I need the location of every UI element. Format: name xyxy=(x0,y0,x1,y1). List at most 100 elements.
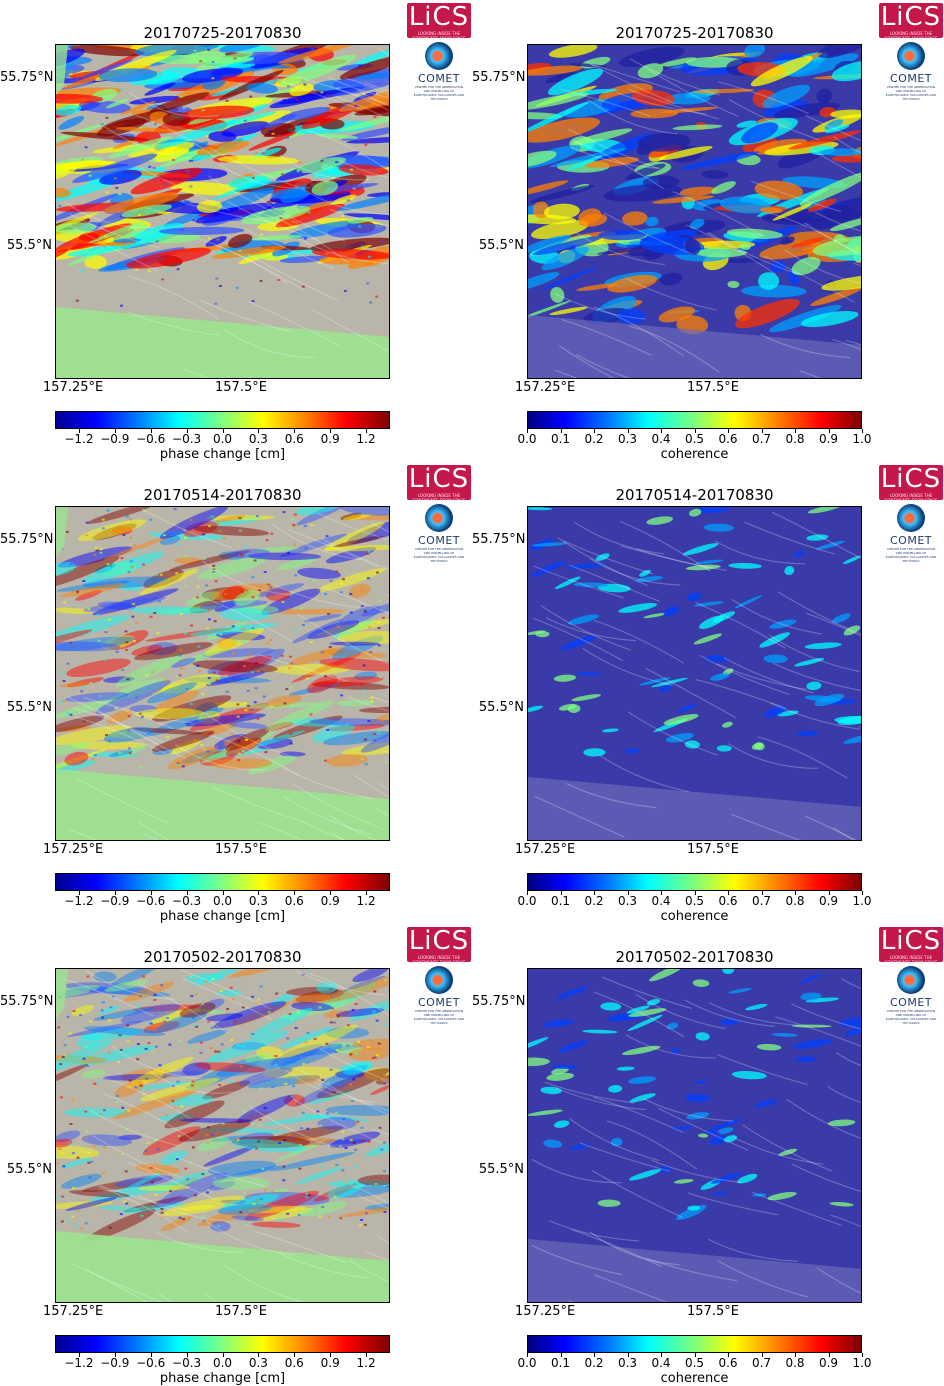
colorbar-tick xyxy=(761,891,763,895)
colorbar-tick-label: 0.3 xyxy=(248,1356,268,1370)
colorbar-tick-label: −0.6 xyxy=(136,432,166,446)
colorbar-tick xyxy=(294,1353,296,1357)
colorbar-label: phase change [cm] xyxy=(159,1371,286,1386)
colorbar-tick xyxy=(366,891,368,895)
comet-logo: COMET CENTRE FOR THE OBSERVATION AND MODE… xyxy=(884,42,938,101)
colorbar-tick xyxy=(761,429,763,433)
comet-logo-text: COMET xyxy=(890,72,932,85)
colorbar-tick-label: −1.2 xyxy=(64,894,94,908)
comet-logo: COMET CENTRE FOR THE OBSERVATION AND MODE… xyxy=(884,966,938,1025)
colorbar-tick xyxy=(694,1353,696,1357)
coherence-map xyxy=(527,968,862,1303)
colorbar-tick-label: 0.7 xyxy=(751,1356,772,1370)
lics-logo: LiCS LOOKING INSIDE THE CONTINENTS FROM S… xyxy=(879,3,943,41)
colorbar-tick xyxy=(828,891,830,895)
comet-emblem-icon xyxy=(425,966,453,994)
comet-emblem-icon xyxy=(425,42,453,70)
panel-phase-1: 20170725-20170830 55.75°N 55.5°N 157.25°E 15… xyxy=(0,0,472,462)
colorbar-tick xyxy=(594,429,595,433)
colorbar-tick xyxy=(78,1353,80,1357)
colorbar-tick xyxy=(661,1353,662,1357)
latitude-label: 55.75°N xyxy=(472,994,526,1009)
colorbar-tick-label: 0.9 xyxy=(320,432,340,446)
colorbar-tick-label: 0.0 xyxy=(212,1356,233,1370)
colorbar xyxy=(527,873,862,891)
colorbar-tick-label: 0.1 xyxy=(550,1356,571,1370)
colorbar-tick-label: −0.3 xyxy=(172,894,202,908)
comet-logo-subtext: CENTRE FOR THE OBSERVATION AND MODELLING… xyxy=(885,85,937,101)
colorbar-tick-label: 0.4 xyxy=(651,1356,671,1370)
colorbar-tick xyxy=(795,891,796,895)
longitude-label: 157.25°E xyxy=(43,842,104,857)
colorbar-tick-label: 0.8 xyxy=(785,1356,805,1370)
panel-title: 20170502-20170830 xyxy=(143,948,302,966)
colorbar-tick-label: 0.9 xyxy=(818,432,839,446)
comet-logo-subtext: CENTRE FOR THE OBSERVATION AND MODELLING… xyxy=(413,547,465,563)
colorbar-tick-label: 1.2 xyxy=(356,1356,376,1370)
lics-logo-text: LiCS xyxy=(880,926,942,956)
colorbar-tick-label: 1.0 xyxy=(852,1356,872,1370)
colorbar-tick xyxy=(258,429,260,433)
colorbar-tick-label: 0.6 xyxy=(718,432,738,446)
panel-coherence-1: 20170725-20170830 55.75°N 55.5°N 157.25°E 15… xyxy=(472,0,944,462)
colorbar-tick-label: −1.2 xyxy=(64,1356,94,1370)
lics-logo-subtext: LOOKING INSIDE THE CONTINENTS FROM SPACE xyxy=(412,31,466,41)
comet-emblem-icon xyxy=(897,504,925,532)
comet-emblem-icon xyxy=(897,966,925,994)
comet-emblem-icon xyxy=(897,42,925,70)
lics-logo-text: LiCS xyxy=(408,2,470,32)
comet-logo-subtext: CENTRE FOR THE OBSERVATION AND MODELLING… xyxy=(885,1009,937,1025)
colorbar-tick xyxy=(186,891,188,895)
latitude-label: 55.75°N xyxy=(0,532,54,547)
comet-logo-subtext: CENTRE FOR THE OBSERVATION AND MODELLING… xyxy=(413,1009,465,1025)
colorbar-tick xyxy=(150,891,152,895)
colorbar-tick-label: 1.0 xyxy=(852,432,872,446)
colorbar-tick-label: 0.6 xyxy=(284,432,304,446)
colorbar-label: phase change [cm] xyxy=(159,447,286,462)
lics-logo: LiCS LOOKING INSIDE THE CONTINENTS FROM S… xyxy=(407,465,471,503)
longitude-label: 157.5°E xyxy=(215,380,267,395)
colorbar-tick xyxy=(294,429,296,433)
lics-logo: LiCS LOOKING INSIDE THE CONTINENTS FROM S… xyxy=(879,926,943,965)
colorbar xyxy=(527,411,862,429)
panel-title: 20170725-20170830 xyxy=(615,24,774,42)
coherence-map xyxy=(527,44,862,379)
colorbar-tick-label: −0.9 xyxy=(100,1356,130,1370)
colorbar-tick xyxy=(258,1353,260,1357)
lics-logo: LiCS LOOKING INSIDE THE CONTINENTS FROM S… xyxy=(407,927,471,965)
colorbar-tick xyxy=(694,429,696,433)
colorbar-tick-label: 0.9 xyxy=(320,894,340,908)
colorbar-tick-label: −1.2 xyxy=(64,432,94,446)
colorbar-tick-label: −0.9 xyxy=(100,432,130,446)
latitude-label: 55.5°N xyxy=(6,238,52,253)
colorbar-tick-label: 0.0 xyxy=(212,894,233,908)
colorbar xyxy=(55,873,390,891)
panel-coherence-3: 20170502-20170830 55.75°N 55.5°N 157.25°E 15… xyxy=(472,924,944,1386)
colorbar-tick-label: 0.0 xyxy=(517,1356,537,1370)
panel-title: 20170514-20170830 xyxy=(615,486,774,504)
colorbar-tick xyxy=(222,1353,224,1357)
colorbar-label: coherence xyxy=(660,447,729,462)
latitude-label: 55.5°N xyxy=(6,700,52,715)
colorbar-tick-label: 0.5 xyxy=(684,894,705,908)
latitude-label: 55.75°N xyxy=(472,70,526,85)
comet-logo: COMET CENTRE FOR THE OBSERVATION AND MODE… xyxy=(412,966,466,1025)
panel-phase-2: 20170514-20170830 55.75°N 55.5°N 157.25°E 15… xyxy=(0,462,472,924)
latitude-label: 55.75°N xyxy=(0,70,54,85)
longitude-label: 157.5°E xyxy=(687,1304,739,1319)
latitude-label: 55.5°N xyxy=(478,1162,524,1177)
comet-logo-text: COMET xyxy=(418,72,460,85)
longitude-label: 157.25°E xyxy=(43,380,104,395)
comet-logo: COMET CENTRE FOR THE OBSERVATION AND MODE… xyxy=(412,42,466,101)
colorbar-label: coherence xyxy=(660,909,729,924)
colorbar-tick xyxy=(560,1353,562,1357)
colorbar-tick xyxy=(728,429,729,433)
colorbar-tick xyxy=(78,429,80,433)
panel-coherence-2: 20170514-20170830 55.75°N 55.5°N 157.25°E 15… xyxy=(472,462,944,924)
colorbar-tick-label: 0.3 xyxy=(248,894,268,908)
colorbar-tick-label: 0.4 xyxy=(651,432,671,446)
comet-logo: COMET CENTRE FOR THE OBSERVATION AND MODE… xyxy=(884,504,938,563)
colorbar-tick-label: 0.5 xyxy=(684,1356,705,1370)
colorbar-tick xyxy=(627,429,629,433)
colorbar-tick xyxy=(728,891,729,895)
